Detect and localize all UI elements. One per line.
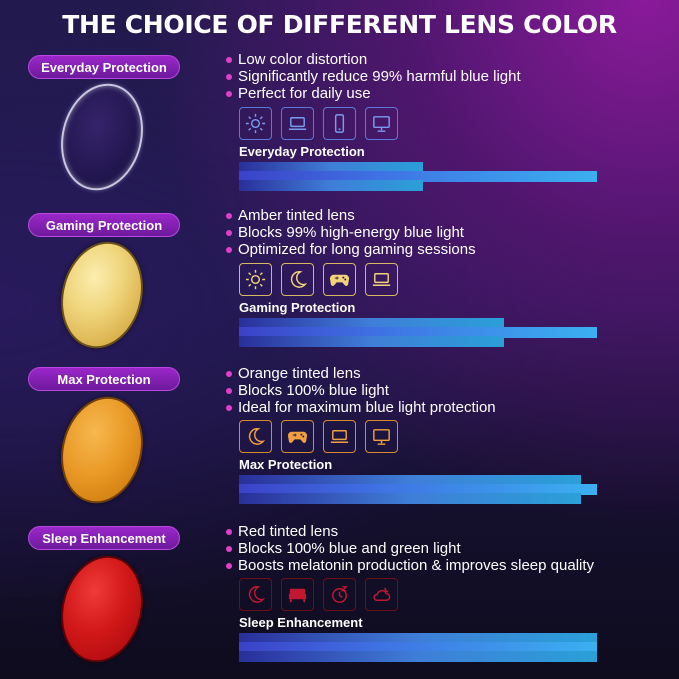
section-everyday: Everyday Protection Low color distortion… — [0, 51, 679, 215]
protection-bar-long — [239, 642, 597, 653]
protection-label: Gaming Protection — [239, 300, 356, 315]
page-title: THE CHOICE OF DIFFERENT LENS COLOR — [62, 10, 617, 39]
feature-text: Low color distortion — [226, 51, 521, 68]
gamepad-icon — [323, 263, 356, 296]
lens-type-badge: Max Protection — [28, 367, 180, 391]
icon-row — [239, 263, 398, 296]
feature-text: Amber tinted lens — [226, 207, 476, 224]
protection-label: Sleep Enhancement — [239, 615, 363, 630]
sun-icon — [239, 263, 272, 296]
lens-image-sleep — [50, 546, 154, 672]
sun-icon — [239, 107, 272, 140]
moon-icon — [281, 263, 314, 296]
protection-bar-short — [239, 180, 423, 191]
feature-text: Blocks 100% blue and green light — [226, 540, 594, 557]
lens-type-badge: Gaming Protection — [28, 213, 180, 237]
protection-bar-short — [239, 162, 423, 173]
bed-icon — [281, 578, 314, 611]
protection-bar-short — [239, 318, 504, 329]
sleep-clock-icon — [323, 578, 356, 611]
phone-icon — [323, 107, 356, 140]
protection-label: Max Protection — [239, 457, 333, 472]
lens-image-gaming — [50, 232, 154, 358]
feature-text: Optimized for long gaming sessions — [226, 241, 476, 258]
cloud-moon-icon — [365, 578, 398, 611]
feature-text: Significantly reduce 99% harmful blue li… — [226, 68, 521, 85]
protection-bar-short — [239, 493, 581, 504]
section-sleep: Sleep Enhancement Red tinted lens Blocks… — [0, 523, 679, 679]
feature-text: Red tinted lens — [226, 523, 594, 540]
feature-text: Blocks 99% high-energy blue light — [226, 224, 476, 241]
protection-bar-long — [239, 171, 597, 182]
laptop-icon — [323, 420, 356, 453]
feature-text: Perfect for daily use — [226, 85, 521, 102]
monitor-icon — [365, 107, 398, 140]
lens-image-everyday — [50, 74, 154, 200]
feature-text: Boosts melatonin production & improves s… — [226, 557, 594, 574]
lens-type-badge: Everyday Protection — [28, 55, 180, 79]
moon-icon — [239, 420, 272, 453]
icon-row — [239, 420, 398, 453]
protection-bar-long — [239, 327, 597, 338]
protection-bar-short — [239, 475, 581, 486]
feature-text: Ideal for maximum blue light protection — [226, 399, 496, 416]
laptop-icon — [365, 263, 398, 296]
section-max: Max Protection Orange tinted lens Blocks… — [0, 365, 679, 527]
moon-icon — [239, 578, 272, 611]
feature-text: Blocks 100% blue light — [226, 382, 496, 399]
protection-bar-short — [239, 651, 597, 662]
lens-type-badge: Sleep Enhancement — [28, 526, 180, 550]
icon-row — [239, 107, 398, 140]
feature-text: Orange tinted lens — [226, 365, 496, 382]
lens-image-max — [50, 387, 154, 513]
protection-bar-short — [239, 633, 597, 644]
icon-row — [239, 578, 398, 611]
protection-bar-short — [239, 336, 504, 347]
protection-bar-long — [239, 484, 597, 495]
monitor-icon — [365, 420, 398, 453]
gamepad-icon — [281, 420, 314, 453]
section-gaming: Gaming Protection Amber tinted lens Bloc… — [0, 207, 679, 373]
protection-label: Everyday Protection — [239, 144, 365, 159]
laptop-icon — [281, 107, 314, 140]
